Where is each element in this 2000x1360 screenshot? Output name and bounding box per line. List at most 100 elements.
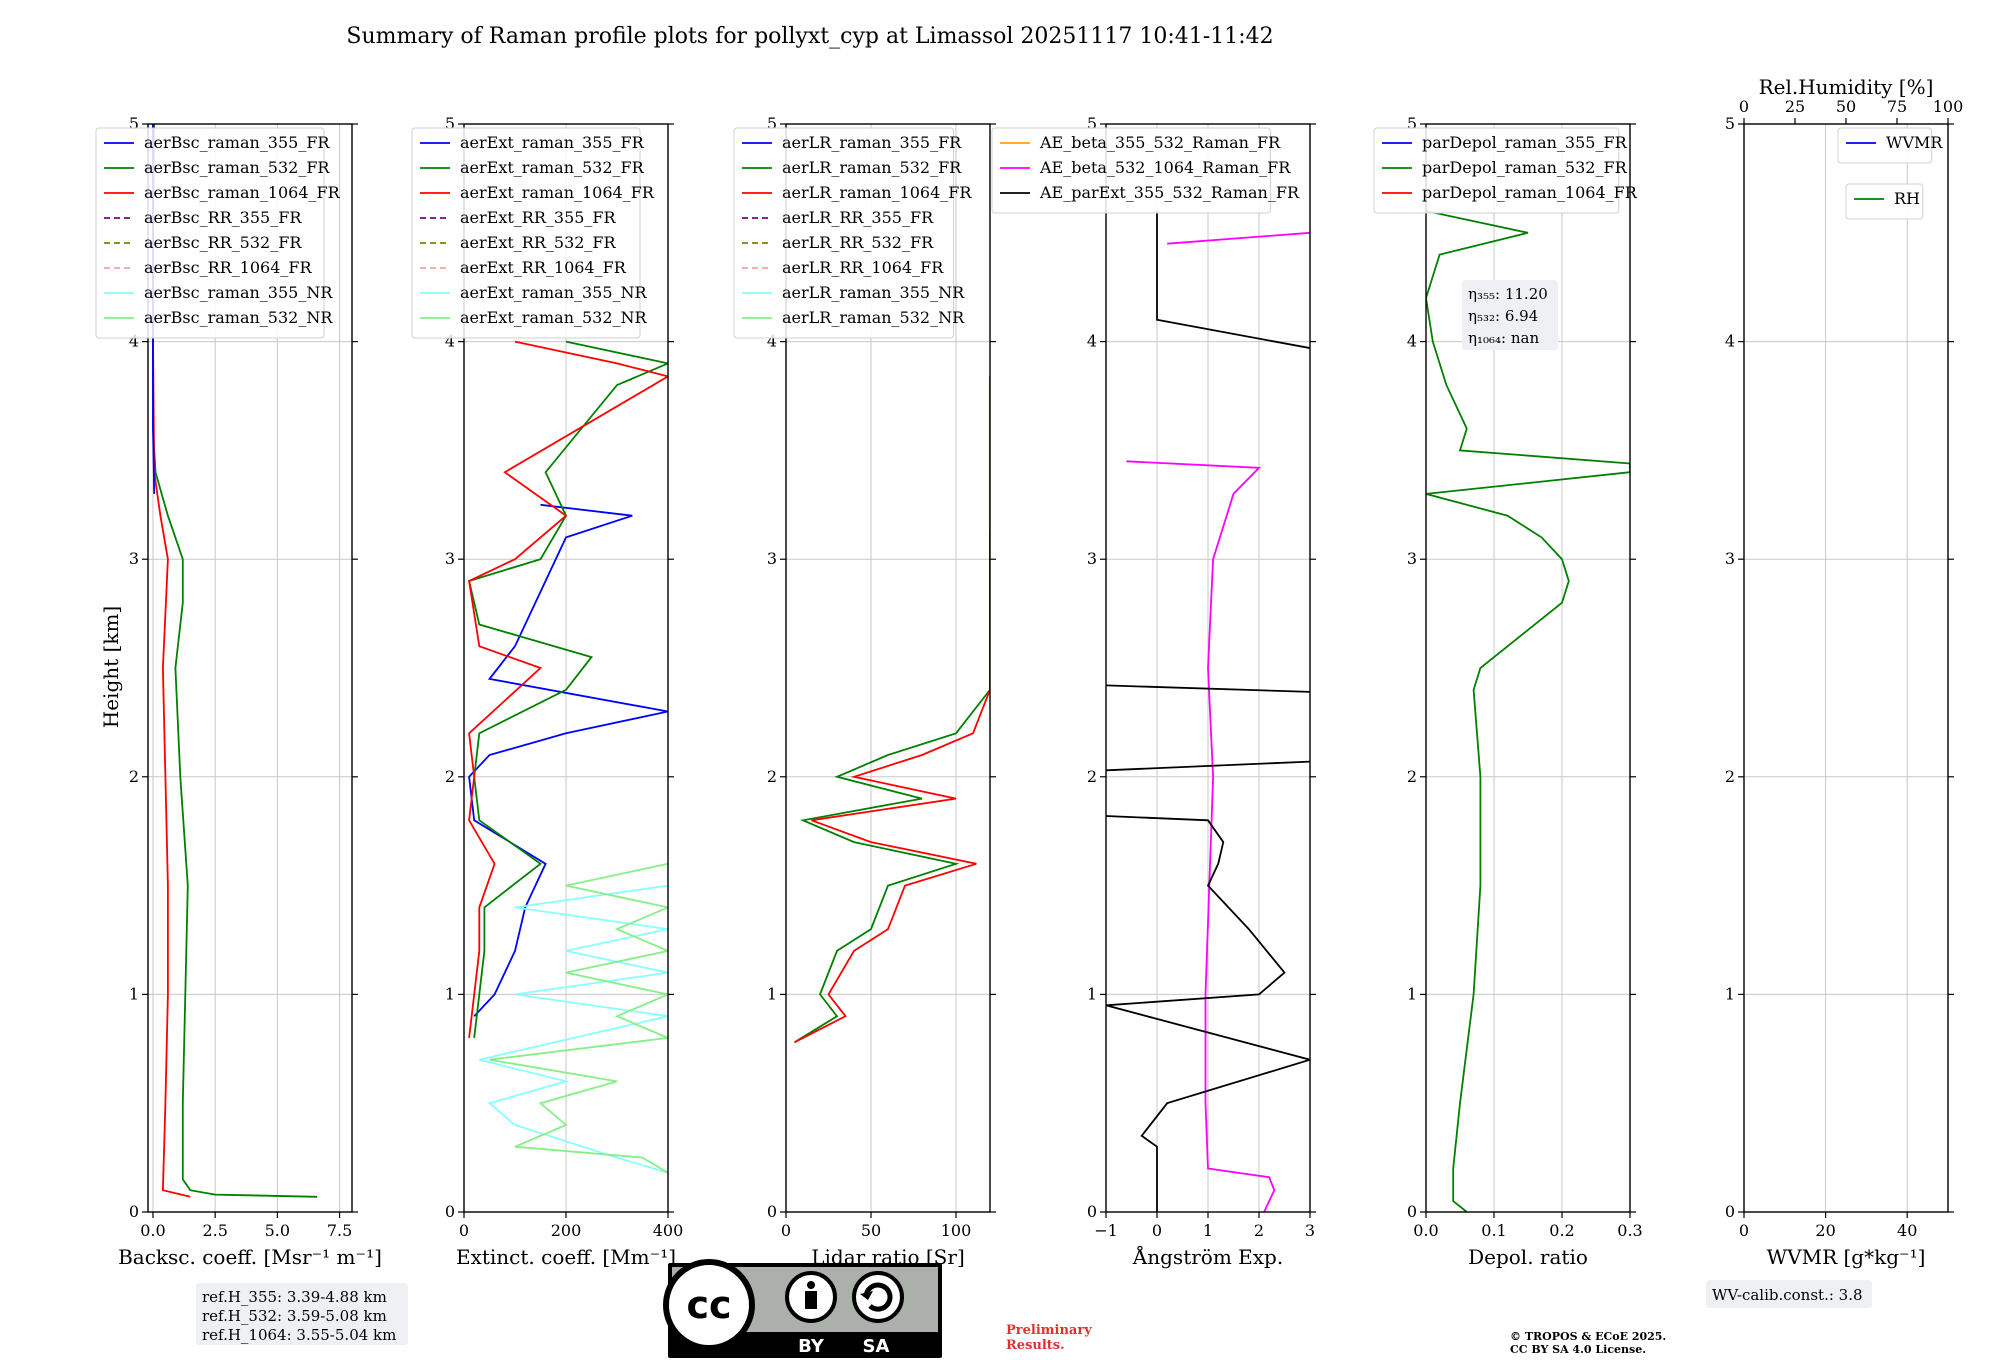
x-tick-label: 50 — [861, 1221, 881, 1240]
y-tick-label: 5 — [767, 114, 777, 133]
x-tick-label: −1 — [1094, 1221, 1118, 1240]
series-aerExt_raman_355_FR — [468, 503, 668, 1017]
legend-box — [1373, 127, 1620, 214]
series-AE_beta_532_1064_Raman_FR_top — [1167, 231, 1310, 245]
preliminary-line-2: Results. — [1006, 1338, 1065, 1353]
panel-depolarization: 0.0 0.1 0.2 0.3 0 1 2 3 4 5 Depol. ratio parDepol_r… — [1373, 114, 1643, 1269]
legend-entry: aerBsc_RR_1064_FR — [144, 258, 313, 277]
series-aerLR_raman_532_FR — [794, 533, 990, 1044]
y-tick-label: 3 — [1725, 549, 1735, 568]
cc-logo-text: cc — [686, 1283, 731, 1327]
y-tick-label: 4 — [1407, 332, 1417, 351]
series-AE_parExt_355_532_Raman_FR_d — [1156, 211, 1310, 349]
series-parDepol_raman_532_FR — [1426, 210, 1630, 1212]
series-aerExt_raman_532_NR — [489, 862, 668, 1174]
legend-entry: AE_beta_532_1064_Raman_FR — [1039, 158, 1291, 177]
axes-frame — [785, 123, 991, 1213]
legend: AE_beta_355_532_Raman_FR AE_beta_532_1064… — [991, 127, 1300, 214]
x-tick-label: 40 — [1897, 1221, 1917, 1240]
top-x-tick-label: 0 — [1739, 97, 1749, 116]
wv-calib-box: WV-calib.const.: 3.8 — [1706, 1280, 1872, 1308]
y-tick-label: 2 — [1087, 767, 1097, 786]
x-axis-label: Extinct. coeff. [Mm⁻¹] — [456, 1245, 676, 1269]
y-tick-label: 5 — [445, 114, 455, 133]
legend-entry: aerLR_raman_532_FR — [782, 158, 962, 177]
y-tick-label: 4 — [445, 332, 455, 351]
legend-box — [95, 127, 325, 339]
y-tick-label: 2 — [445, 767, 455, 786]
x-tick-label: 7.5 — [327, 1221, 352, 1240]
x-tick-label: 0 — [1739, 1221, 1749, 1240]
legend-entry: AE_beta_355_532_Raman_FR — [1039, 133, 1281, 152]
eta-box-bg — [1462, 280, 1558, 350]
preliminary-line-1: Preliminary — [1006, 1323, 1092, 1338]
y-tick-label: 3 — [767, 549, 777, 568]
y-tick-label: 4 — [1725, 332, 1735, 351]
legend-entry: aerExt_raman_355_FR — [460, 133, 645, 152]
series-aerExt_raman_1064_FR — [468, 340, 668, 1039]
x-tick-label: 0.2 — [1549, 1221, 1574, 1240]
y-tick-label: 3 — [129, 549, 139, 568]
y-tick-label: 2 — [1407, 767, 1417, 786]
x-tick-label: 1 — [1203, 1221, 1213, 1240]
x-tick-label: 0 — [1152, 1221, 1162, 1240]
legend-entry: parDepol_raman_1064_FR — [1422, 183, 1638, 202]
y-axis-label: Height [km] — [99, 606, 123, 728]
y-tick-label: 4 — [129, 332, 139, 351]
legend-entry: aerExt_RR_355_FR — [460, 208, 617, 227]
legend-entry: WVMR — [1886, 133, 1943, 152]
y-tick-label: 3 — [1087, 549, 1097, 568]
x-tick-label: 400 — [653, 1221, 684, 1240]
legend: WVMR — [1837, 127, 1943, 164]
y-tick-label: 0 — [767, 1202, 777, 1221]
y-tick-label: 1 — [767, 984, 777, 1003]
x-tick-label: 20 — [1815, 1221, 1835, 1240]
legend-entry: aerBsc_RR_355_FR — [144, 208, 302, 227]
series-AE_parExt_355_532_Raman_FR_c — [1106, 684, 1310, 693]
y-tick-label: 5 — [1407, 114, 1417, 133]
y-tick-label: 2 — [129, 767, 139, 786]
axes-frame — [1425, 123, 1631, 1213]
axes-frame — [1743, 123, 1949, 1213]
legend-box — [1845, 183, 1924, 220]
legend-entry: aerBsc_RR_532_FR — [144, 233, 302, 252]
legend-entry: aerLR_raman_355_FR — [782, 133, 962, 152]
y-tick-label: 0 — [1407, 1202, 1417, 1221]
x-tick-label: 200 — [551, 1221, 582, 1240]
attribution-icon — [785, 1271, 837, 1323]
y-tick-label: 3 — [1407, 549, 1417, 568]
y-tick-label: 0 — [1725, 1202, 1735, 1221]
x-tick-label: 0 — [459, 1221, 469, 1240]
copyright-line-2: CC BY SA 4.0 License. — [1510, 1343, 1646, 1356]
legend-entry: aerLR_raman_355_NR — [782, 283, 965, 302]
legend-entry: aerExt_raman_532_NR — [460, 308, 648, 327]
y-tick-label: 0 — [445, 1202, 455, 1221]
series-AE_parExt_355_532_Raman_FR — [1106, 815, 1310, 1212]
y-tick-label: 1 — [1087, 984, 1097, 1003]
legend-entry: aerBsc_raman_532_NR — [144, 308, 333, 327]
legend-entry: aerLR_RR_355_FR — [782, 208, 934, 227]
cc-license-badge[interactable]: cc BY SA — [663, 1259, 942, 1358]
x-tick-label: 2 — [1254, 1221, 1264, 1240]
series-group — [1426, 210, 1630, 1212]
y-tick-label: 1 — [445, 984, 455, 1003]
legend: aerBsc_raman_355_FR aerBsc_raman_532_FRae… — [95, 127, 341, 339]
y-tick-label: 4 — [1087, 332, 1097, 351]
eta-label: η₃₅₅: 11.20 — [1468, 285, 1548, 303]
legend-entry: RH — [1894, 189, 1920, 208]
y-tick-label: 3 — [445, 549, 455, 568]
legend: aerExt_raman_355_FR aerExt_raman_532_FRae… — [411, 127, 655, 339]
top-x-tick-label: 50 — [1836, 97, 1856, 116]
y-tick-label: 5 — [1725, 114, 1735, 133]
x-tick-label: 0.0 — [1413, 1221, 1438, 1240]
legend-box — [733, 127, 955, 339]
x-tick-label: 2.5 — [202, 1221, 227, 1240]
legend-entry: aerLR_RR_532_FR — [782, 233, 934, 252]
legend-entry: aerLR_raman_1064_FR — [782, 183, 972, 202]
top-x-axis-label: Rel.Humidity [%] — [1759, 75, 1934, 99]
legend-entry: aerExt_raman_532_FR — [460, 158, 645, 177]
x-tick-label: 3 — [1305, 1221, 1315, 1240]
